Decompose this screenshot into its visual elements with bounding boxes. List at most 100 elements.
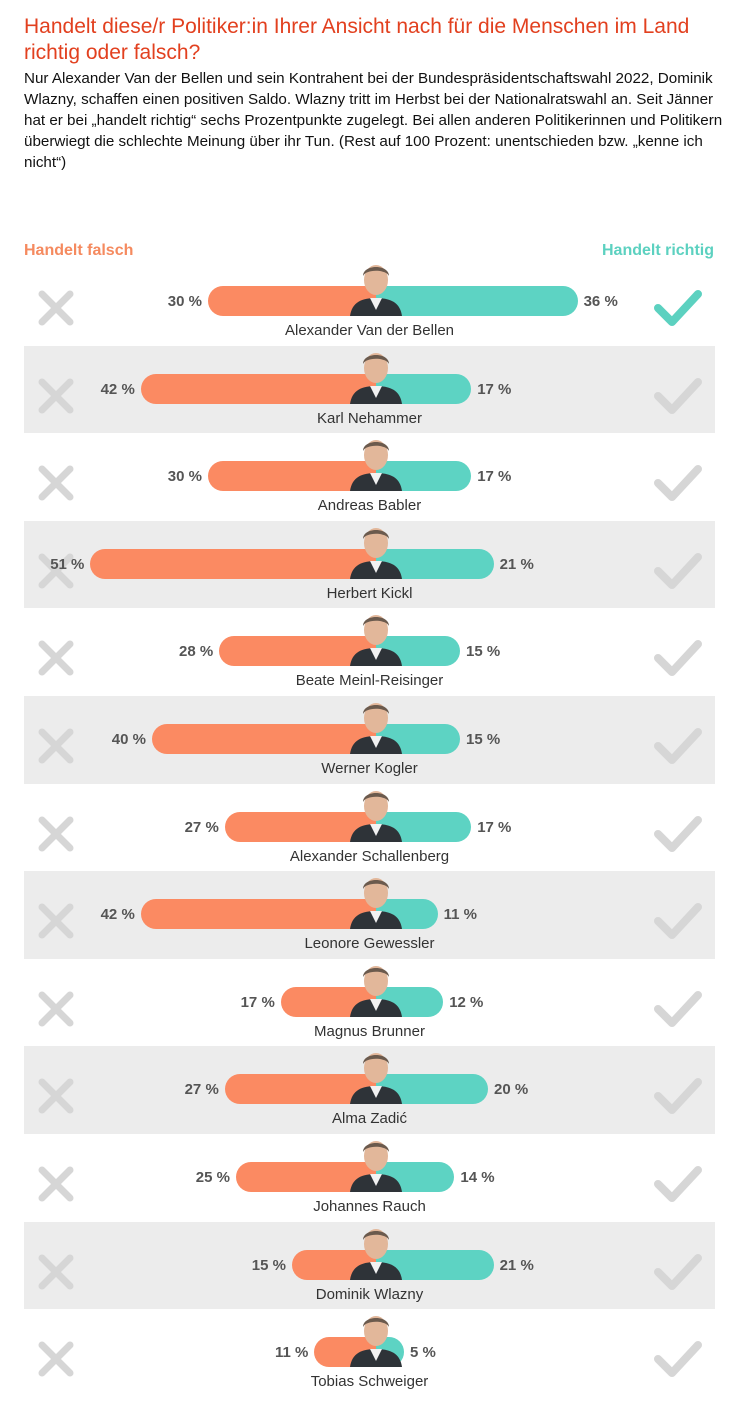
checkmark-icon [654,640,702,677]
politician-name: Werner Kogler [321,759,418,777]
cross-icon [38,378,74,414]
value-label-falsch: 30 % [167,468,202,486]
chart-row: 30 % 17 % Andreas Babler [24,433,715,521]
bar-handelt-falsch [224,1074,376,1105]
portrait-photo [350,265,402,316]
politician-name: Dominik Wlazny [315,1285,424,1303]
politician-name: Herbert Kickl [326,584,413,602]
checkmark-icon [654,1341,702,1378]
cross-icon [38,1254,74,1290]
portrait-photo [350,352,402,404]
cross-icon [38,640,74,676]
value-label-richtig: 15 % [466,730,501,748]
bar-handelt-richtig [376,286,578,316]
checkmark-icon [654,1253,702,1290]
checkmark-icon [654,990,702,1027]
politician-name: Tobias Schweiger [310,1373,429,1391]
value-label-falsch: 40 % [111,730,146,748]
value-label-falsch: 42 % [100,906,135,924]
portrait-photo [350,615,402,667]
portrait-photo [350,527,402,579]
value-label-richtig: 21 % [499,1256,534,1274]
checkmark-icon [654,290,702,326]
chart-title: Handelt diese/r Politiker:in Ihrer Ansic… [24,15,690,64]
value-label-richtig: 21 % [499,555,534,573]
cross-icon [38,903,74,939]
chart-row: 15 % 21 % Dominik Wlazny [24,1221,715,1310]
legend-handelt-falsch: Handelt falsch [24,242,134,259]
value-label-falsch: 17 % [240,993,275,1011]
value-label-falsch: 25 % [195,1168,230,1186]
bar-handelt-falsch [140,899,376,930]
checkmark-icon [654,727,702,764]
value-label-falsch: 28 % [178,643,214,661]
politician-name: Karl Nehammer [316,409,423,427]
value-label-falsch: 27 % [184,818,219,836]
portrait-photo [350,965,402,1017]
chart-row: 30 % 36 % Alexander Van der Bellen [24,258,715,346]
portrait-photo [350,1228,402,1280]
chart-row: 51 % 21 % Herbert Kickl [24,520,715,609]
checkmark-icon [654,815,702,852]
cross-icon [38,290,74,326]
value-label-richtig: 17 % [477,380,512,398]
portrait-photo [350,790,402,842]
value-label-falsch: 11 % [275,1344,309,1362]
politician-name: Alexander Schallenberg [289,847,450,865]
politician-name: Beate Meinl-Reisinger [295,672,444,690]
chart-row: 17 % 12 % Magnus Brunner [24,959,715,1047]
cross-icon [38,816,74,852]
chart-row: 25 % 14 % Johannes Rauch [24,1134,715,1222]
checkmark-icon [654,1078,702,1115]
chart-row: 40 % 15 % Werner Kogler [24,695,715,784]
chart-row: 28 % 15 % Beate Meinl-Reisinger [24,608,715,696]
bar-handelt-falsch [90,548,376,579]
politician-name: Alma Zadić [331,1110,408,1128]
value-label-falsch: 30 % [167,293,202,310]
bar-handelt-falsch [208,286,376,316]
portrait-photo [350,1316,402,1368]
value-label-richtig: 17 % [477,468,512,486]
politician-name: Leonore Gewessler [304,935,435,953]
value-label-richtig: 36 % [583,293,618,310]
value-label-falsch: 42 % [100,380,135,398]
bar-handelt-falsch [219,636,376,667]
bar-handelt-falsch [208,461,376,492]
value-label-richtig: 12 % [449,993,484,1011]
chart-row: 42 % 11 % Leonore Gewessler [24,871,715,959]
legend-handelt-richtig: Handelt richtig [601,242,714,259]
cross-icon [38,465,74,501]
politician-name: Alexander Van der Bellen [285,322,454,339]
checkmark-icon [654,552,702,589]
chart-row: 42 % 17 % Karl Nehammer [24,345,715,434]
cross-icon [38,728,74,764]
chart-row: 27 % 17 % Alexander Schallenberg [24,784,715,872]
cross-icon [38,553,74,589]
checkmark-icon [654,903,702,940]
portrait-photo [350,1053,402,1105]
checkmark-icon [654,1165,702,1202]
value-label-richtig: 15 % [466,643,501,661]
bar-handelt-falsch [140,373,376,404]
politician-name: Andreas Babler [317,497,422,515]
cross-icon [38,1341,74,1377]
value-label-richtig: 17 % [477,818,512,836]
diverging-bar-chart: 30 % 36 % Alexander Van der Bellen 42 % 17 %… [24,258,715,1397]
value-label-richtig: 11 % [443,906,477,924]
politician-name: Magnus Brunner [314,1022,425,1040]
checkmark-icon [654,465,702,502]
value-label-falsch: 15 % [251,1256,286,1274]
checkmark-icon [654,377,702,414]
value-label-richtig: 5 % [410,1344,436,1362]
value-label-richtig: 14 % [460,1168,495,1186]
cross-icon [38,1166,74,1202]
value-label-richtig: 20 % [494,1081,529,1099]
portrait-photo [350,1140,402,1192]
chart-row: 11 % 5 % Tobias Schweiger [24,1309,715,1397]
politician-name: Johannes Rauch [313,1197,426,1215]
portrait-photo [350,440,402,492]
bar-handelt-falsch [224,811,376,842]
value-label-falsch: 27 % [184,1081,219,1099]
cross-icon [38,991,74,1027]
chart-row: 27 % 20 % Alma Zadić [24,1046,715,1134]
